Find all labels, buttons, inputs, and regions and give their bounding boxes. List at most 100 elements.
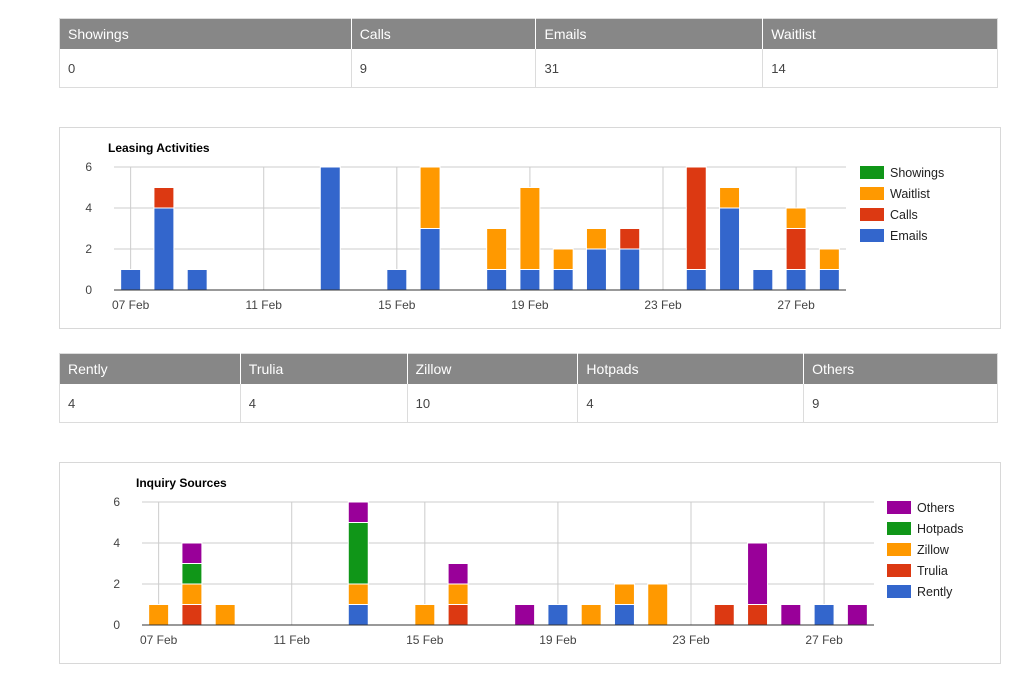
- legend-label-calls: Calls: [890, 208, 918, 222]
- calls-value: 9: [350, 49, 536, 88]
- bar-emails: [619, 248, 641, 291]
- bar-zillow: [447, 583, 469, 605]
- x-tick-label: 19 Feb: [539, 633, 577, 647]
- x-tick-label: 07 Feb: [140, 633, 178, 647]
- chart-title: Inquiry Sources: [136, 476, 227, 490]
- inquiry-sources-chart: Inquiry Sources 0 2 4 6 07 Feb 11 Feb 15 Feb 19 …: [59, 462, 1001, 664]
- x-tick-label: 27 Feb: [805, 633, 843, 647]
- legend-swatch-emails: [860, 229, 884, 242]
- legend-label-waitlist: Waitlist: [890, 187, 930, 201]
- bar-trulia: [713, 604, 735, 626]
- summary-stats-table: Showings Calls Emails Waitlist 0 9 31 14: [59, 18, 998, 88]
- bar-hotpads: [347, 522, 369, 585]
- bar-emails: [785, 269, 807, 291]
- bar-waitlist: [486, 228, 508, 270]
- leasing-activities-chart: Leasing Activities 0 2 4 6 07 Feb 11 Feb 15 Feb…: [59, 127, 1001, 329]
- bar-emails: [186, 269, 208, 291]
- showings-value: 0: [59, 49, 352, 88]
- bar-trulia: [447, 604, 469, 626]
- zillow-value: 10: [406, 384, 578, 423]
- bar-zillow: [647, 583, 669, 626]
- y-tick-label: 6: [85, 160, 92, 174]
- waitlist-value: 14: [762, 49, 998, 88]
- bar-others: [347, 501, 369, 523]
- bar-rently: [813, 604, 835, 626]
- x-tick-label: 11 Feb: [273, 633, 310, 647]
- y-tick-label: 2: [113, 577, 120, 591]
- bar-emails: [153, 207, 175, 291]
- legend-label-rently: Rently: [917, 585, 953, 599]
- bar-zillow: [347, 583, 369, 605]
- hotpads-header: Hotpads: [577, 353, 804, 384]
- bar-emails: [120, 269, 142, 291]
- trulia-value: 4: [239, 384, 408, 423]
- legend-label-others: Others: [917, 501, 955, 515]
- x-tick-label: 19 Feb: [511, 298, 549, 312]
- inquiry-sources-table: Rently Trulia Zillow Hotpads Others 4 4 …: [59, 353, 998, 423]
- bar-calls: [619, 228, 641, 250]
- waitlist-header: Waitlist: [762, 18, 998, 49]
- x-tick-label: 07 Feb: [112, 298, 150, 312]
- bar-waitlist: [719, 187, 741, 209]
- summary-header-row: Showings Calls Emails Waitlist: [59, 18, 998, 49]
- bar-rently: [347, 604, 369, 626]
- y-tick-label: 2: [85, 242, 92, 256]
- bar-emails: [319, 166, 341, 291]
- chart-title: Leasing Activities: [108, 141, 210, 155]
- x-tick-label: 23 Feb: [672, 633, 710, 647]
- bar-emails: [585, 248, 607, 291]
- bar-emails: [519, 269, 541, 291]
- bar-waitlist: [785, 207, 807, 229]
- bar-others: [181, 542, 203, 564]
- rently-header: Rently: [59, 353, 241, 384]
- others-value: 9: [803, 384, 998, 423]
- legend-swatch-rently: [887, 585, 911, 598]
- bar-emails: [685, 269, 707, 291]
- bar-emails: [486, 269, 508, 291]
- bar-waitlist: [519, 187, 541, 270]
- bar-calls: [685, 166, 707, 270]
- bar-emails: [818, 269, 840, 291]
- bar-others: [747, 542, 769, 605]
- trulia-header: Trulia: [239, 353, 408, 384]
- inquiry-sources-svg: Inquiry Sources 0 2 4 6 07 Feb 11 Feb 15 Feb 19 …: [113, 476, 963, 647]
- legend-swatch-hotpads: [887, 522, 911, 535]
- bar-waitlist: [552, 248, 574, 270]
- hotpads-value: 4: [577, 384, 804, 423]
- bar-zillow: [613, 583, 635, 605]
- bar-calls: [785, 228, 807, 270]
- bar-emails: [419, 228, 441, 291]
- y-tick-label: 4: [113, 536, 120, 550]
- legend-swatch-zillow: [887, 543, 911, 556]
- y-tick-label: 0: [113, 618, 120, 632]
- bar-trulia: [747, 604, 769, 626]
- x-tick-label: 27 Feb: [777, 298, 815, 312]
- legend-swatch-showings: [860, 166, 884, 179]
- bar-emails: [552, 269, 574, 291]
- emails-value: 31: [535, 49, 763, 88]
- legend-swatch-waitlist: [860, 187, 884, 200]
- bar-others: [780, 604, 802, 626]
- legend-label-trulia: Trulia: [917, 564, 948, 578]
- emails-header: Emails: [535, 18, 763, 49]
- y-tick-label: 0: [85, 283, 92, 297]
- bar-others: [846, 604, 868, 626]
- bar-trulia: [181, 604, 203, 626]
- bar-emails: [719, 207, 741, 291]
- legend-swatch-others: [887, 501, 911, 514]
- bar-emails: [386, 269, 408, 291]
- bar-hotpads: [181, 563, 203, 585]
- sources-header-row: Rently Trulia Zillow Hotpads Others: [59, 353, 998, 384]
- rently-value: 4: [59, 384, 241, 423]
- legend-label-showings: Showings: [890, 166, 944, 180]
- others-header: Others: [803, 353, 998, 384]
- bar-rently: [613, 604, 635, 626]
- bar-others: [447, 563, 469, 585]
- legend-label-emails: Emails: [890, 229, 928, 243]
- bar-waitlist: [585, 228, 607, 250]
- bar-others: [514, 604, 536, 626]
- legend-swatch-calls: [860, 208, 884, 221]
- leasing-activities-svg: Leasing Activities 0 2 4 6 07 Feb 11 Feb 15 Feb…: [85, 141, 944, 312]
- x-tick-label: 15 Feb: [378, 298, 416, 312]
- bar-emails: [752, 269, 774, 291]
